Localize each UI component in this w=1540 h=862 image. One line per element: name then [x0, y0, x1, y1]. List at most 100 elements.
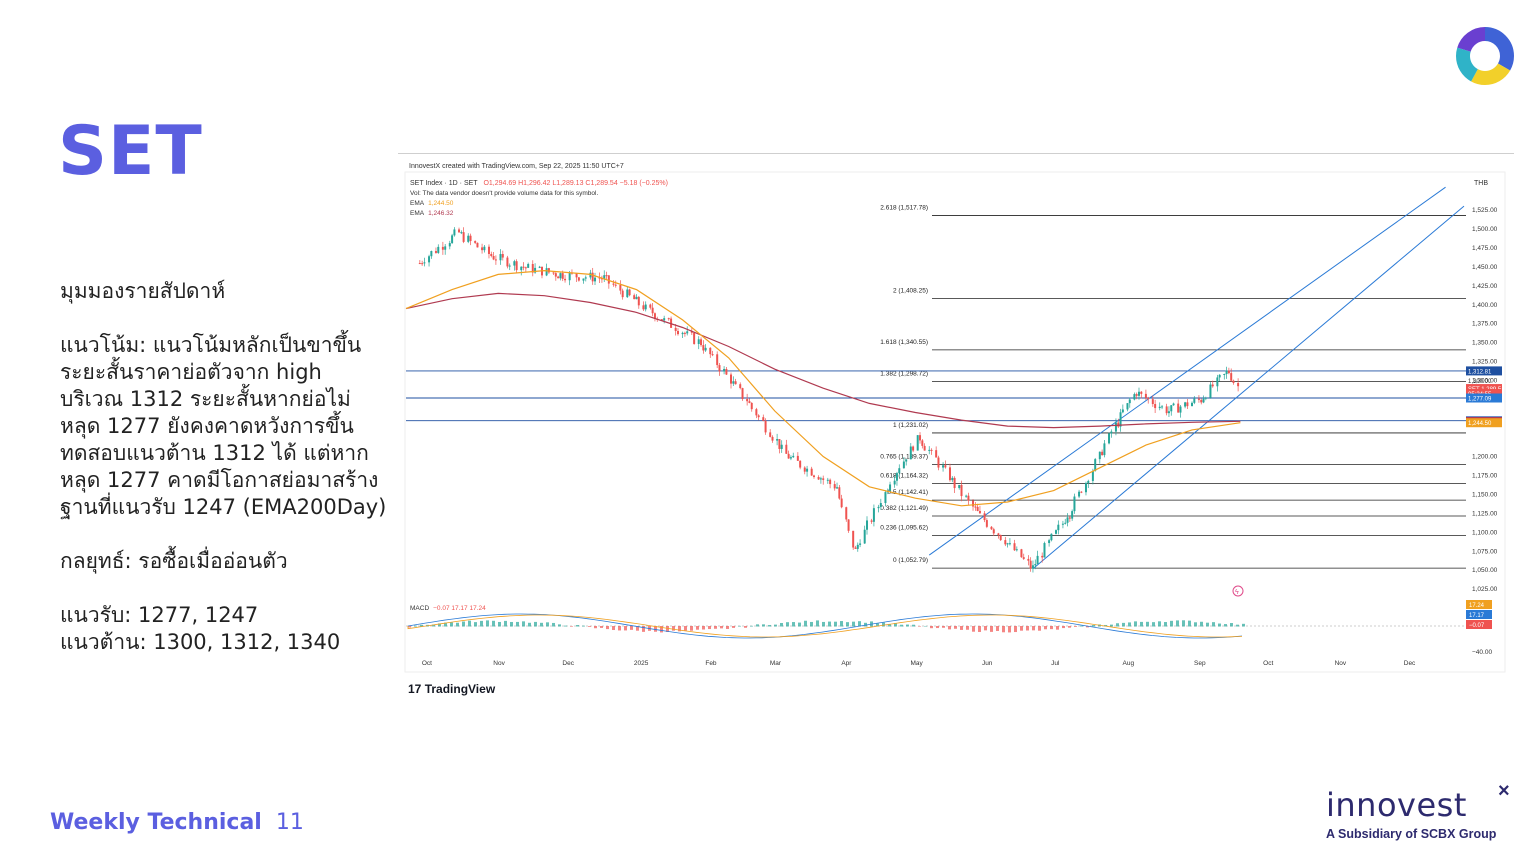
candle-body [711, 354, 714, 356]
candle-body [702, 345, 705, 351]
y-tick-label: 1,175.00 [1472, 472, 1498, 479]
candle-body [607, 275, 610, 284]
commentary-panel: มุมมองรายสัปดาห์ แนวโน้ม: แนวโน้มหลักเป็… [60, 278, 400, 656]
brand-x-icon: × [1498, 780, 1510, 802]
candle-body [598, 277, 601, 279]
tradingview-watermark: 17 TradingView [408, 682, 496, 696]
candle-body [895, 473, 898, 481]
macd-histogram-bar [582, 625, 585, 627]
candle-body [448, 243, 451, 247]
candle-body [418, 263, 421, 265]
lightning-event-icon[interactable] [1232, 585, 1244, 597]
y-tick-label: 1,475.00 [1472, 245, 1498, 252]
chart-canvas[interactable]: InnovestX created with TradingView.com, … [398, 153, 1514, 698]
candle-body [453, 229, 456, 236]
macd-histogram-bar [450, 622, 453, 627]
macd-histogram-bar [894, 622, 897, 627]
macd-histogram-bar [720, 626, 723, 629]
candle-body [568, 272, 571, 281]
macd-histogram-bar [1074, 626, 1077, 627]
macd-histogram-bar [1032, 626, 1035, 631]
candle-body [1186, 402, 1189, 407]
candle-body [1223, 374, 1226, 376]
macd-histogram-bar [558, 624, 561, 627]
candle-body [614, 284, 617, 286]
candle-body [856, 544, 859, 549]
candle-body [730, 374, 733, 384]
candle-body [483, 246, 486, 251]
macd-histogram-bar [1224, 624, 1227, 627]
macd-histogram-bar [708, 626, 711, 630]
candle-body [1218, 374, 1221, 378]
macd-histogram-bar [876, 623, 879, 627]
candle-body [1022, 557, 1025, 559]
candle-body [554, 273, 557, 277]
macd-tag [1466, 620, 1492, 629]
macd-histogram-bar [504, 620, 507, 627]
candle-body [787, 453, 790, 459]
ema-slow-legend: EMA 1,246.32 [410, 210, 454, 217]
candle-body [866, 520, 869, 530]
macd-histogram-bar [792, 622, 795, 627]
y-tick-label: 1,125.00 [1472, 510, 1498, 517]
currency-label: THB [1474, 180, 1488, 187]
macd-histogram-bar [780, 622, 783, 627]
candle-body [683, 332, 686, 334]
candle-body [522, 266, 525, 268]
x-tick-label: Jul [1051, 660, 1060, 667]
candle-body [997, 533, 1000, 535]
y-tick-label: 1,150.00 [1472, 491, 1498, 498]
macd-histogram-bar [1050, 626, 1053, 630]
tradingview-chart[interactable]: InnovestX created with TradingView.com, … [398, 153, 1514, 698]
macd-histogram-bar [732, 626, 735, 628]
candle-body [921, 440, 924, 446]
candle-body [912, 446, 915, 451]
candle-body [559, 273, 562, 279]
candle-body [1170, 405, 1173, 412]
candle-body [757, 415, 760, 418]
trend-line: ฐานที่แนวรับ 1247 (EMA200Day) [60, 495, 387, 519]
candle-body [732, 381, 735, 384]
x-tick-label: Dec [562, 660, 574, 667]
candle-body [916, 435, 919, 451]
macd-histogram-bar [684, 626, 687, 631]
candle-body [1165, 406, 1168, 414]
candle-body [644, 304, 647, 310]
macd-histogram-bar [888, 624, 891, 627]
candle-body [621, 290, 624, 298]
candle-body [1133, 394, 1136, 400]
macd-histogram-bar [768, 624, 771, 627]
macd-histogram-bar [468, 620, 471, 627]
candle-body [819, 478, 822, 480]
footer: Weekly Technical 11 [50, 810, 304, 835]
candle-body [1121, 409, 1124, 413]
macd-histogram-bar [978, 626, 981, 632]
candle-body [700, 339, 703, 346]
macd-histogram-bar [1164, 622, 1167, 627]
macd-histogram-bar [432, 624, 435, 627]
candle-body [423, 262, 426, 264]
candle-body [1091, 470, 1094, 481]
candle-body [1110, 431, 1113, 434]
macd-histogram-bar [1008, 626, 1011, 633]
price-tag-label: 1,244.50 [1468, 421, 1492, 427]
candle-body [718, 365, 721, 372]
macd-histogram-bar [1194, 622, 1197, 627]
page-number: 11 [275, 810, 304, 835]
volume-note: Vol: The data vendor doesn't provide vol… [410, 190, 598, 197]
brand-ring-logo [1456, 27, 1514, 85]
macd-histogram-bar [1086, 626, 1089, 628]
candle-body [492, 255, 495, 260]
macd-histogram-bar [630, 626, 633, 630]
macd-histogram-bar [1080, 625, 1083, 627]
candle-body [838, 487, 841, 499]
candle-body [799, 460, 802, 468]
candle-body [1029, 560, 1032, 569]
candle-body [776, 439, 779, 441]
candle-body [1041, 555, 1044, 558]
candle-body [723, 368, 726, 372]
candle-body [889, 484, 892, 491]
fib-level-label: 0.236 (1,095.62) [880, 525, 928, 532]
macd-histogram-bar [750, 625, 753, 627]
candle-body [430, 251, 433, 257]
